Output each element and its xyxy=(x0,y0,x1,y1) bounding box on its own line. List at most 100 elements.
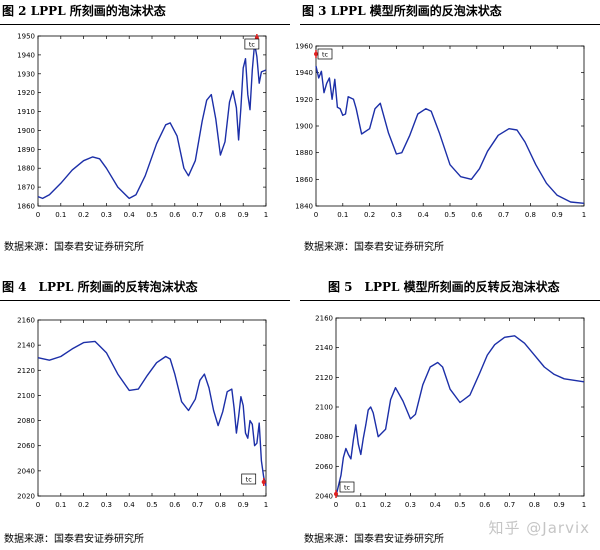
x-tick-label: 0.2 xyxy=(78,211,89,219)
tc-annotation-box xyxy=(339,481,355,493)
x-tick-label: 0.3 xyxy=(391,211,402,219)
tc-annotation-label: tc xyxy=(344,484,351,492)
x-tick-label: 0.9 xyxy=(554,501,565,509)
x-tick-label: 0.3 xyxy=(101,211,112,219)
y-tick-label: 2160 xyxy=(315,315,333,323)
x-tick-label: 0.6 xyxy=(169,211,181,219)
y-tick-label: 1890 xyxy=(17,146,35,154)
x-tick-label: 1 xyxy=(582,501,586,509)
tc-annotation-label: tc xyxy=(249,41,256,49)
y-tick-label: 2040 xyxy=(17,467,35,475)
y-tick-label: 1910 xyxy=(17,108,35,116)
title-rule xyxy=(300,300,600,301)
x-tick-label: 0.2 xyxy=(364,211,375,219)
x-tick-label: 0.5 xyxy=(146,501,157,509)
x-tick-label: 0.1 xyxy=(55,501,66,509)
x-tick-label: 0.8 xyxy=(215,501,226,509)
x-tick-label: 0.3 xyxy=(101,501,112,509)
plot-frame xyxy=(37,35,267,207)
chart-figure-4: 0 0.1 0.2 0.3 0.4 0.5 0.6 0.7 0.8 0.9 1 2020 2040 206… xyxy=(17,317,268,510)
tc-marker xyxy=(334,492,338,496)
x-tick-label: 0.9 xyxy=(238,211,249,219)
y-tick-label: 1920 xyxy=(295,96,313,104)
x-tick-label: 0.8 xyxy=(525,211,536,219)
figure-title: 图 4 LPPL 所刻画的反转泡沫状态 xyxy=(2,280,198,294)
watermark: 知乎 @Jarvix xyxy=(488,519,590,537)
plot-frame xyxy=(335,317,585,497)
tc-annotation-box xyxy=(241,473,257,485)
x-tick-label: 0.9 xyxy=(552,211,563,219)
y-tick-label: 1880 xyxy=(295,149,313,157)
x-tick-label: 0 xyxy=(314,211,318,219)
x-tick-label: 0.8 xyxy=(529,501,540,509)
source-note: 数据来源：国泰君安证券研究所 xyxy=(304,242,444,253)
y-tick-label: 2100 xyxy=(315,404,333,412)
x-tick-label: 0.4 xyxy=(124,501,136,509)
x-tick-label: 0.7 xyxy=(192,501,203,509)
x-tick-label: 0.2 xyxy=(78,501,89,509)
x-tick-label: 0 xyxy=(36,211,40,219)
y-tick-label: 1870 xyxy=(17,184,35,192)
y-tick-label: 1920 xyxy=(17,89,35,97)
x-tick-label: 1 xyxy=(264,211,268,219)
plot-frame xyxy=(315,45,585,207)
x-tick-label: 0.1 xyxy=(337,211,348,219)
series-line xyxy=(37,340,267,487)
y-tick-label: 1900 xyxy=(17,127,35,135)
y-tick-label: 2080 xyxy=(315,433,333,441)
series-line xyxy=(315,65,585,204)
chart-figure-3: 0 0.1 0.2 0.3 0.4 0.5 0.6 0.7 0.8 0.9 1 1840 1860 188… xyxy=(295,43,586,220)
x-tick-label: 0.1 xyxy=(355,501,366,509)
x-tick-label: 0.6 xyxy=(471,211,483,219)
x-tick-label: 1 xyxy=(264,501,268,509)
figure-title: 图 2 LPPL 所刻画的泡沫状态 xyxy=(2,4,166,18)
y-tick-label: 1880 xyxy=(17,165,35,173)
chart-figure-5: 0 0.1 0.2 0.3 0.4 0.5 0.6 0.7 0.8 0.9 1 2040 2060 208… xyxy=(315,315,586,510)
x-tick-label: 0.7 xyxy=(504,501,515,509)
y-tick-label: 1930 xyxy=(17,70,35,78)
title-rule xyxy=(0,300,290,301)
x-tick-label: 0.2 xyxy=(380,501,391,509)
y-tick-label: 2080 xyxy=(17,417,35,425)
figure-title: 图 3 LPPL 模型所刻画的反泡沫状态 xyxy=(302,4,502,18)
y-tick-label: 1860 xyxy=(295,176,313,184)
x-tick-label: 0.5 xyxy=(146,211,157,219)
x-tick-label: 0.8 xyxy=(215,211,226,219)
y-tick-label: 2120 xyxy=(17,367,35,375)
plot-frame xyxy=(37,319,267,497)
title-rule xyxy=(300,24,600,25)
x-tick-label: 1 xyxy=(582,211,586,219)
series-line xyxy=(37,42,267,200)
y-tick-label: 2100 xyxy=(17,392,35,400)
x-tick-label: 0.5 xyxy=(444,211,455,219)
x-tick-label: 0.7 xyxy=(192,211,203,219)
y-tick-label: 1840 xyxy=(295,203,313,211)
x-tick-label: 0.7 xyxy=(498,211,509,219)
y-tick-label: 1950 xyxy=(17,33,35,41)
y-tick-label: 1960 xyxy=(295,43,313,51)
y-tick-label: 2160 xyxy=(17,317,35,325)
series-line xyxy=(335,335,585,497)
x-tick-label: 0.5 xyxy=(454,501,465,509)
tc-marker xyxy=(261,480,266,484)
source-note: 数据来源：国泰君安证券研究所 xyxy=(304,534,444,545)
y-tick-label: 2020 xyxy=(17,493,35,501)
x-tick-label: 0.3 xyxy=(405,501,416,509)
y-tick-label: 2060 xyxy=(315,463,333,471)
y-tick-label: 2140 xyxy=(17,342,35,350)
y-tick-label: 1860 xyxy=(17,203,35,211)
y-tick-label: 1900 xyxy=(295,123,313,131)
title-rule xyxy=(0,24,290,25)
x-tick-label: 0.9 xyxy=(238,501,249,509)
y-tick-label: 2140 xyxy=(315,344,333,352)
chart-figure-2: 0 0.1 0.2 0.3 0.4 0.5 0.6 0.7 0.8 0.9 1 1860 1870 188… xyxy=(17,33,268,220)
source-note: 数据来源：国泰君安证券研究所 xyxy=(4,242,144,253)
tc-annotation-label: tc xyxy=(322,51,329,59)
x-tick-label: 0.1 xyxy=(55,211,66,219)
tc-annotation-box xyxy=(317,48,333,60)
x-tick-label: 0.4 xyxy=(418,211,430,219)
tc-annotation-box xyxy=(244,38,260,50)
source-note: 数据来源：国泰君安证券研究所 xyxy=(4,534,144,545)
tc-annotation-label: tc xyxy=(246,476,253,484)
y-tick-label: 1940 xyxy=(17,51,35,59)
